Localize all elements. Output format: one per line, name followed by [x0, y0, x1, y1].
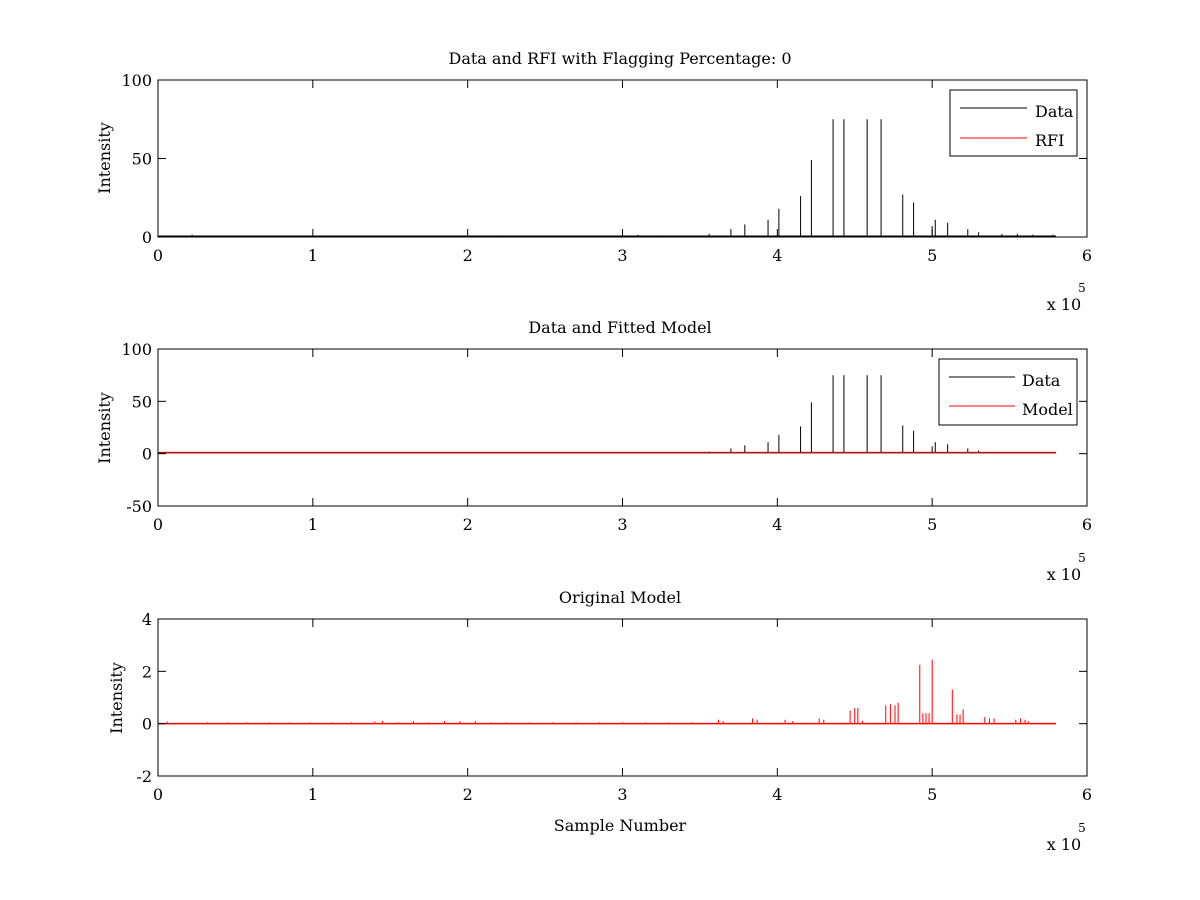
panel-1-legend-box [949, 89, 1078, 157]
panel-2-legend: Data Model [938, 358, 1078, 426]
panel-1-x-tick-label: 4 [772, 246, 782, 265]
panel-1-y-tick-label: 50 [132, 150, 152, 169]
panel-3-exponent-power: 5 [1078, 821, 1086, 835]
panel-3-y-tick-label: 0 [142, 715, 152, 734]
panel-2-x-tick-label: 5 [927, 515, 937, 534]
panel-1-exponent-base: x 10 [1047, 295, 1081, 314]
panel-2-x-tick-label: 0 [153, 515, 163, 534]
panel-2-y-tick-label: 50 [132, 392, 152, 411]
panel-2-exponent-base: x 10 [1047, 565, 1081, 584]
panel-2-x-tick-label: 1 [308, 515, 318, 534]
panel-2-y-tick-label: 0 [142, 445, 152, 464]
panel-1-ylabel: Intensity [95, 122, 114, 194]
panel-1-x-tick-label: 6 [1082, 246, 1092, 265]
panel-2-title: Data and Fitted Model [528, 318, 711, 337]
panel-1-y-tick-label: 0 [142, 228, 152, 247]
panel-1-x-tick-label: 3 [617, 246, 627, 265]
panel-3-ylabel: Intensity [107, 662, 126, 734]
panel-3-plot [158, 659, 1057, 725]
panel-2-exponent-power: 5 [1078, 551, 1086, 565]
panel-3-y-tick-label: -2 [136, 767, 152, 786]
panel-1-title: Data and RFI with Flagging Percentage: 0 [448, 49, 791, 68]
panel-3-x-exponent: x 10 5 [1047, 821, 1086, 854]
panel-2-legend-box [938, 358, 1078, 426]
panel-3-x-tick-label: 4 [772, 785, 782, 804]
panel-1-legend: Data RFI [949, 89, 1078, 157]
panel-1-x-tick-label: 0 [153, 246, 163, 265]
panel-2-legend-label-data: Data [1022, 371, 1061, 390]
panel-2-plot [158, 375, 1057, 454]
panel-1-x-tick-label: 1 [308, 246, 318, 265]
panel-1-legend-label-data: Data [1035, 102, 1074, 121]
panel-2-x-tick-label: 4 [772, 515, 782, 534]
panel-2-x-tick-label: 3 [617, 515, 627, 534]
panel-1-exponent-power: 5 [1078, 281, 1086, 295]
panel-2-ylabel: Intensity [95, 392, 114, 464]
panel-3-y-tick-label: 4 [142, 610, 152, 629]
panel-3-x-tick-label: 2 [463, 785, 473, 804]
panel-3-xlabel: Sample Number [554, 816, 687, 835]
panel-2: Data and Fitted Model Intensity 0 1 2 3 4 5 6 -… [95, 318, 1092, 584]
panel-3-x-tick-label: 1 [308, 785, 318, 804]
panel-1-ticks: 0 1 2 3 4 5 6 0 50 100 [121, 71, 1092, 265]
panel-2-legend-label-model: Model [1022, 400, 1073, 419]
panel-3-y-tick-label: 2 [142, 662, 152, 681]
panel-3-x-tick-label: 0 [153, 785, 163, 804]
panel-2-x-tick-label: 2 [463, 515, 473, 534]
panel-1-x-exponent: x 10 5 [1047, 281, 1086, 314]
panel-2-x-exponent: x 10 5 [1047, 551, 1086, 584]
panel-2-y-tick-label: -50 [126, 497, 152, 516]
panel-2-y-tick-label: 100 [121, 340, 152, 359]
panel-3-title: Original Model [559, 588, 681, 607]
panel-2-x-tick-label: 6 [1082, 515, 1092, 534]
panel-1-x-tick-label: 2 [463, 246, 473, 265]
panel-1-plot [158, 119, 1057, 237]
panel-1: Data and RFI with Flagging Percentage: 0… [95, 49, 1092, 314]
panel-1-y-tick-label: 100 [121, 71, 152, 90]
panel-1-x-tick-label: 5 [927, 246, 937, 265]
panel-3-x-tick-label: 3 [617, 785, 627, 804]
panel-3-exponent-base: x 10 [1047, 835, 1081, 854]
panel-1-legend-label-rfi: RFI [1035, 131, 1064, 150]
panel-3-x-tick-label: 5 [927, 785, 937, 804]
panel-3-x-tick-label: 6 [1082, 785, 1092, 804]
